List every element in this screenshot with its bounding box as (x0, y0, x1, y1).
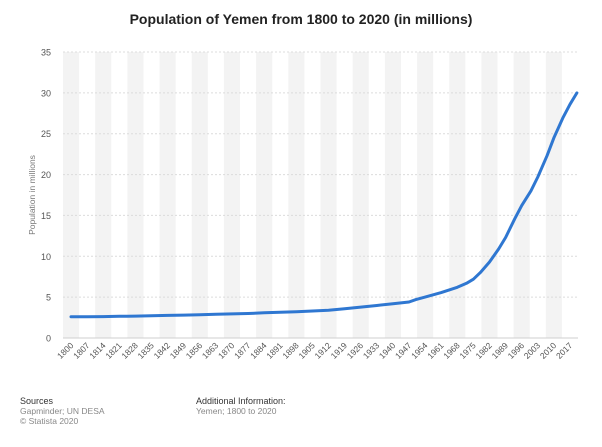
additional-info-block: Additional Information: Yemen; 1800 to 2… (196, 396, 286, 416)
x-tick-label: 1842 (152, 340, 173, 361)
copyright-text: © Statista 2020 (20, 416, 79, 426)
x-tick-label: 1919 (329, 340, 350, 361)
x-tick-label: 1849 (168, 340, 189, 361)
background-band (159, 52, 176, 338)
x-tick-label: 1807 (71, 340, 92, 361)
x-tick-label: 1996 (506, 340, 527, 361)
x-tick-label: 1940 (377, 340, 398, 361)
x-tick-label: 1877 (232, 340, 253, 361)
x-tick-label: 1926 (345, 340, 366, 361)
y-tick-label: 15 (41, 211, 51, 221)
x-tick-label: 1961 (425, 340, 446, 361)
y-tick-label: 30 (41, 88, 51, 98)
x-tick-label: 1975 (457, 340, 478, 361)
y-tick-label: 10 (41, 252, 51, 262)
background-band (417, 52, 434, 338)
x-tick-label: 1884 (248, 340, 269, 361)
x-tick-label: 1891 (264, 340, 285, 361)
chart-title: Population of Yemen from 1800 to 2020 (i… (129, 11, 473, 27)
x-tick-label: 2010 (538, 340, 559, 361)
y-tick-label: 35 (41, 48, 51, 58)
x-tick-label: 2003 (522, 340, 543, 361)
x-tick-label: 1905 (296, 340, 317, 361)
x-tick-label: 1982 (473, 340, 494, 361)
x-tick-label: 1968 (441, 340, 462, 361)
background-band (63, 52, 80, 338)
background-band (223, 52, 241, 338)
x-tick-label: 1814 (87, 340, 108, 361)
background-band (545, 52, 562, 338)
sources-text: Gapminder; UN DESA (20, 406, 105, 416)
x-tick-label: 1835 (135, 340, 156, 361)
y-tick-label: 20 (41, 170, 51, 180)
x-tick-label: 1912 (313, 340, 334, 361)
y-tick-label: 25 (41, 129, 51, 139)
background-band (384, 52, 401, 338)
background-band (256, 52, 273, 338)
background-band (320, 52, 337, 338)
sources-block: Sources Gapminder; UN DESA © Statista 20… (20, 396, 105, 426)
sources-title: Sources (20, 396, 54, 406)
background-band (95, 52, 112, 338)
y-tick-label: 5 (46, 293, 51, 303)
additional-info-text: Yemen; 1800 to 2020 (196, 406, 277, 416)
y-axis-label: Population in millions (27, 155, 37, 235)
x-tick-label: 2017 (554, 340, 575, 361)
x-tick-label: 1863 (200, 340, 221, 361)
background-band (481, 52, 498, 338)
y-tick-label: 0 (46, 334, 51, 344)
x-tick-label: 1954 (409, 340, 430, 361)
background-band (513, 52, 530, 338)
x-tick-label: 1800 (55, 340, 76, 361)
background-band (191, 52, 208, 338)
x-tick-label: 1933 (361, 340, 382, 361)
population-series-line (69, 91, 579, 319)
x-tick-label: 1821 (103, 340, 124, 361)
background-band (449, 52, 466, 338)
background-band (352, 52, 369, 338)
x-tick-label: 1989 (490, 340, 511, 361)
x-tick-label: 1947 (393, 340, 414, 361)
x-tick-label: 1856 (184, 340, 205, 361)
background-band (127, 52, 144, 338)
x-tick-label: 1828 (119, 340, 140, 361)
additional-info-title: Additional Information: (196, 396, 286, 406)
x-tick-label: 1870 (216, 340, 237, 361)
x-tick-label: 1898 (280, 340, 301, 361)
background-band (288, 52, 305, 338)
